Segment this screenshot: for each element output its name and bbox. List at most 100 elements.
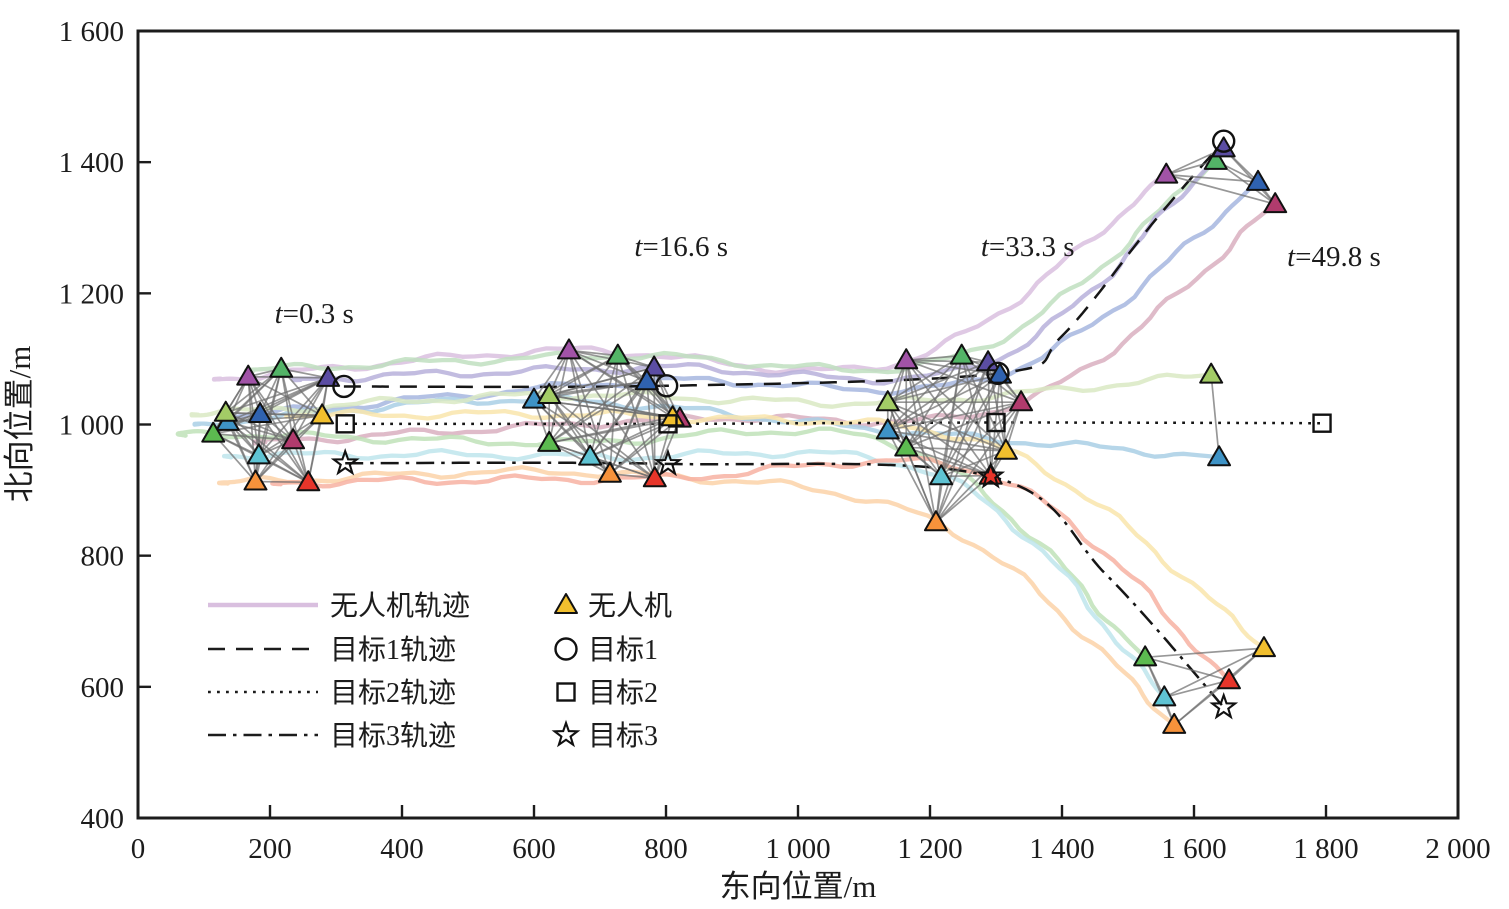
uav-green2-marker xyxy=(894,435,919,457)
comm-link xyxy=(1223,147,1276,205)
trajectory-uav-green xyxy=(243,158,1218,375)
legend-target3-marker xyxy=(551,719,581,748)
trajectory-uav-indigo xyxy=(291,146,1226,386)
comm-link xyxy=(609,417,681,475)
target3-trajectory-line xyxy=(345,461,1225,709)
uav-red-marker xyxy=(642,466,667,488)
x-tick-label: 800 xyxy=(644,833,688,865)
legend: 无人机轨迹 目标1轨迹 目标2轨迹 目标3轨迹 无人机 目标1 目标2 目标3 xyxy=(208,590,672,752)
target1-circle-marker xyxy=(332,374,356,399)
x-tick-label: 0 xyxy=(131,833,146,865)
uav-yellow-marker xyxy=(993,438,1018,460)
target1-circle-marker xyxy=(1211,129,1236,153)
comm-link xyxy=(887,401,942,477)
uav-orange-marker xyxy=(597,461,622,483)
comm-link xyxy=(568,349,656,479)
target3-star-marker xyxy=(976,461,1006,489)
comm-link xyxy=(887,361,989,403)
uav-purple-marker xyxy=(1154,162,1179,184)
annotations-layer: t=0.3 s t=16.6 s t=33.3 s t=49.8 s xyxy=(275,231,1381,330)
trajectory-uav-blue xyxy=(219,179,1261,421)
comm-link xyxy=(887,430,937,523)
comm-link xyxy=(1164,679,1230,699)
comm-link xyxy=(533,398,656,479)
uav-crimson-marker xyxy=(281,428,306,450)
target2-trajectory-line xyxy=(345,421,1322,426)
uav-lightgreen-marker xyxy=(213,400,238,422)
comm-link xyxy=(905,447,937,523)
x-tick-label: 1 200 xyxy=(897,833,962,865)
comm-link xyxy=(887,354,963,403)
uav-yellow-marker xyxy=(310,403,335,425)
comm-link xyxy=(905,401,1022,449)
comm-link xyxy=(549,380,647,396)
comm-link xyxy=(887,401,1007,452)
comm-link xyxy=(589,380,648,458)
uav-red-marker xyxy=(296,470,321,492)
legend-uav-marker xyxy=(554,593,578,614)
trajectory-uav-crimson xyxy=(252,201,1278,446)
target-lines-layer xyxy=(343,140,1322,709)
uav-cyan-marker xyxy=(578,444,603,466)
legend-label-target1: 目标1 xyxy=(588,634,658,666)
target2-square-marker xyxy=(335,414,355,434)
comm-link xyxy=(935,450,1007,523)
legend-target1-marker xyxy=(554,637,578,661)
x-tick-label: 600 xyxy=(512,833,556,865)
comm-link xyxy=(227,421,294,442)
target3-star-marker xyxy=(330,448,360,476)
comm-link xyxy=(906,446,1006,452)
uav-lightgreen-marker xyxy=(1199,362,1224,384)
uav-orange-marker xyxy=(1162,712,1187,734)
uav-green2-marker xyxy=(1133,645,1158,667)
y-tick-label: 1 000 xyxy=(59,410,124,442)
comm-link xyxy=(886,360,908,431)
comm-link xyxy=(548,354,619,396)
uav-yellow-marker xyxy=(1251,636,1276,658)
uav-green-marker xyxy=(269,356,294,378)
target2-square-marker xyxy=(658,414,678,434)
comm-link xyxy=(887,361,989,432)
uav-steelblue-marker xyxy=(1207,445,1232,467)
uav-crimson-marker xyxy=(1263,192,1288,214)
x-tick-label: 200 xyxy=(248,833,292,865)
comm-link xyxy=(589,455,656,480)
comm-link xyxy=(549,416,673,444)
comm-link xyxy=(935,374,1001,523)
uav-green2-marker xyxy=(201,421,226,443)
y-tick-label: 1 200 xyxy=(59,278,124,310)
time-annotation-2: t=33.3 s xyxy=(981,231,1075,263)
uav-orange-marker xyxy=(243,469,268,491)
comm-link xyxy=(609,355,619,474)
comm-link xyxy=(1166,173,1276,205)
comm-link xyxy=(940,449,1007,478)
comm-link xyxy=(905,373,1001,449)
comm-link xyxy=(940,374,1001,477)
target2-square-marker xyxy=(986,412,1006,433)
comm-link xyxy=(255,480,309,484)
y-tick-label: 800 xyxy=(81,541,125,573)
comm-link xyxy=(548,394,656,479)
target3-star-marker xyxy=(653,448,683,477)
comm-link xyxy=(548,366,655,396)
comm-link xyxy=(887,429,1007,452)
y-tick-label: 400 xyxy=(81,803,125,835)
y-tick-label: 1 400 xyxy=(59,147,124,179)
comm-link xyxy=(225,411,323,417)
legend-label-target3-trajectory: 目标3轨迹 xyxy=(330,720,456,752)
comm-link xyxy=(568,349,648,383)
x-tick-label: 400 xyxy=(380,833,424,865)
uav-purple-marker xyxy=(556,338,581,360)
comm-link xyxy=(1145,647,1265,659)
legend-label-target1-trajectory: 目标1轨迹 xyxy=(330,634,456,666)
x-tick-label: 1 800 xyxy=(1293,833,1358,865)
x-tick-label: 1 400 xyxy=(1029,833,1094,865)
comm-link xyxy=(548,355,619,444)
comm-link xyxy=(887,373,1001,404)
comm-link xyxy=(227,414,323,423)
markers-layer xyxy=(201,129,1332,734)
comm-link xyxy=(905,446,991,477)
uav-lightgreen-marker xyxy=(875,390,900,412)
uav-blue-marker xyxy=(1246,169,1271,191)
